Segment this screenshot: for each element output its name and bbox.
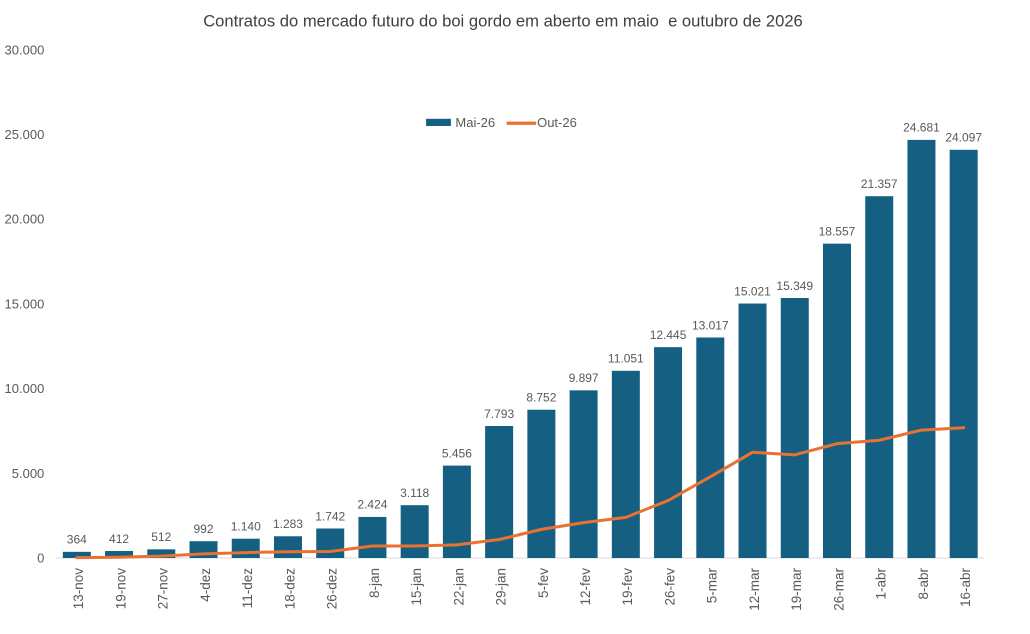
svg-text:5.000: 5.000 (12, 466, 45, 481)
svg-text:18.557: 18.557 (819, 224, 856, 238)
svg-text:29-jan: 29-jan (494, 568, 509, 606)
svg-text:26-fev: 26-fev (662, 568, 677, 606)
svg-text:5.456: 5.456 (442, 446, 472, 460)
svg-text:Mai-26: Mai-26 (455, 115, 495, 130)
svg-text:8.752: 8.752 (526, 391, 556, 405)
svg-text:5-fev: 5-fev (536, 568, 551, 598)
svg-text:3.118: 3.118 (400, 486, 429, 500)
svg-text:11.051: 11.051 (608, 352, 644, 366)
svg-text:15.021: 15.021 (734, 284, 771, 298)
svg-text:19-fev: 19-fev (620, 568, 635, 606)
svg-text:1.140: 1.140 (231, 519, 261, 533)
svg-text:364: 364 (67, 533, 87, 547)
svg-text:1-abr: 1-abr (874, 567, 889, 599)
svg-text:19-nov: 19-nov (113, 568, 128, 610)
svg-text:15-jan: 15-jan (409, 568, 424, 606)
svg-text:9.897: 9.897 (569, 371, 599, 385)
svg-text:992: 992 (193, 522, 213, 536)
svg-text:Out-26: Out-26 (537, 115, 577, 130)
svg-text:0: 0 (37, 551, 44, 566)
svg-text:412: 412 (109, 532, 129, 546)
svg-text:13.017: 13.017 (692, 318, 729, 332)
svg-text:2.424: 2.424 (357, 498, 387, 512)
svg-text:26-dez: 26-dez (325, 568, 340, 610)
svg-text:13-nov: 13-nov (71, 568, 86, 610)
svg-text:Contratos do mercado futuro do: Contratos do mercado futuro do boi gordo… (203, 12, 803, 31)
svg-text:22-jan: 22-jan (451, 568, 466, 606)
svg-text:20.000: 20.000 (5, 212, 45, 227)
svg-text:24.681: 24.681 (903, 121, 940, 135)
svg-text:512: 512 (151, 530, 171, 544)
svg-text:5-mar: 5-mar (705, 568, 720, 604)
svg-text:12-fev: 12-fev (578, 568, 593, 606)
svg-text:8-abr: 8-abr (916, 567, 931, 599)
svg-text:4-dez: 4-dez (198, 568, 213, 602)
svg-text:7.793: 7.793 (484, 407, 514, 421)
svg-text:27-nov: 27-nov (156, 568, 171, 610)
svg-text:8-jan: 8-jan (367, 568, 382, 598)
svg-text:12-mar: 12-mar (747, 568, 762, 611)
svg-text:1.742: 1.742 (315, 509, 345, 523)
svg-text:24.097: 24.097 (945, 131, 982, 145)
svg-text:16-abr: 16-abr (958, 568, 973, 608)
svg-text:12.445: 12.445 (650, 328, 687, 342)
svg-text:10.000: 10.000 (5, 381, 45, 396)
svg-text:1.283: 1.283 (273, 517, 303, 531)
svg-text:19-mar: 19-mar (789, 568, 804, 611)
svg-text:26-mar: 26-mar (831, 568, 846, 611)
svg-text:18-dez: 18-dez (282, 568, 297, 610)
svg-text:11-dez: 11-dez (240, 568, 255, 609)
svg-text:21.357: 21.357 (861, 177, 898, 191)
svg-text:15.349: 15.349 (776, 279, 813, 293)
svg-text:30.000: 30.000 (5, 42, 45, 57)
svg-text:25.000: 25.000 (5, 127, 45, 142)
svg-text:15.000: 15.000 (5, 296, 45, 311)
